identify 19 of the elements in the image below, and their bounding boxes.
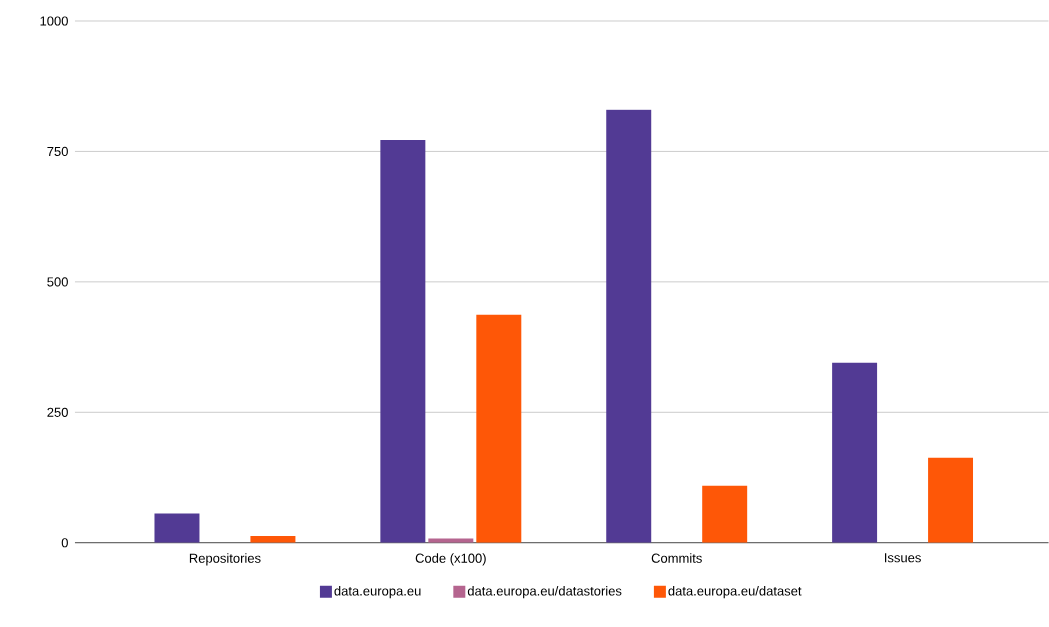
y-tick-label: 250 — [47, 407, 68, 418]
y-tick-label: 500 — [47, 277, 68, 287]
x-tick-label: Issues — [885, 553, 921, 563]
y-tick-label: 1000 — [40, 16, 68, 26]
bar — [606, 109, 652, 543]
bar — [832, 362, 878, 543]
y-tick-label: 0 — [61, 538, 68, 548]
x-tick-label: Commits — [651, 553, 702, 563]
legend-label: data.europa.eu — [334, 586, 421, 599]
y-tick-label: 750 — [47, 146, 68, 157]
x-tick-label: Repositories — [189, 553, 261, 566]
legend-label: data.europa.eu/dataset — [668, 586, 802, 599]
bar — [380, 140, 426, 543]
bar — [154, 513, 200, 543]
bar — [928, 457, 974, 543]
x-tick-label: Code (x100) — [415, 553, 486, 566]
bar — [476, 314, 522, 543]
bar — [702, 486, 748, 543]
legend-label: data.europa.eu/datastories — [467, 586, 622, 599]
